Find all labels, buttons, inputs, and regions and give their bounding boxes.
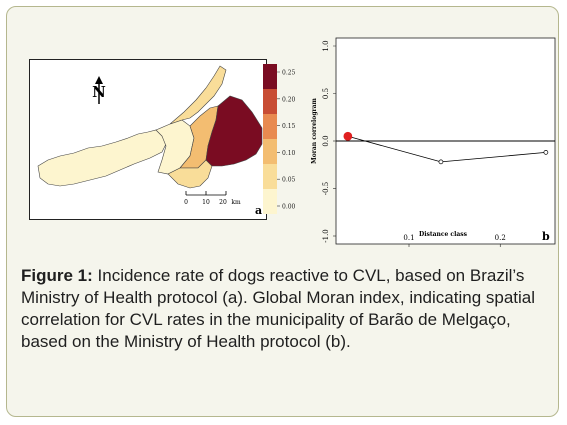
correlogram-panel: Moran correlogram Distance class b 1.0 0.… bbox=[308, 36, 557, 249]
panel-b-letter: b bbox=[542, 230, 550, 243]
x-tick-label: 0.2 bbox=[495, 234, 506, 242]
scale-tick-0: 0 bbox=[184, 199, 188, 206]
scale-unit: km bbox=[231, 199, 241, 206]
map-region-south bbox=[167, 159, 213, 189]
legend-swatch bbox=[263, 114, 277, 139]
scale-tick-20: 20 bbox=[219, 199, 227, 206]
legend-label: 0.25 bbox=[282, 70, 296, 77]
legend-swatch bbox=[263, 189, 277, 214]
legend-svg: 0.25 0.20 0.15 0.10 0.05 0.00 bbox=[263, 64, 296, 214]
data-point bbox=[543, 150, 549, 155]
legend-label: 0.05 bbox=[282, 177, 296, 184]
legend-label: 0.10 bbox=[282, 150, 296, 157]
y-tick-label: -1.0 bbox=[322, 229, 330, 243]
caption-label: Figure 1: bbox=[21, 266, 93, 285]
north-symbol: N bbox=[92, 83, 106, 101]
map-svg: N 0 10 20 km a bbox=[37, 65, 263, 217]
map-legend: 0.25 0.20 0.15 0.10 0.05 0.00 bbox=[263, 62, 303, 217]
map-region-east bbox=[205, 95, 263, 167]
legend-label: 0.20 bbox=[282, 96, 296, 103]
legend-swatch bbox=[263, 164, 277, 189]
map-region-west bbox=[37, 129, 167, 187]
y-axis-label: Moran correlogram bbox=[311, 97, 318, 163]
panel-a-letter: a bbox=[255, 204, 262, 217]
y-tick-label: 1.0 bbox=[322, 40, 330, 51]
x-tick-label: 0.1 bbox=[403, 234, 414, 242]
scale-bar bbox=[185, 191, 227, 196]
y-tick-label: -0.5 bbox=[322, 182, 330, 196]
north-arrow-icon bbox=[95, 76, 103, 104]
legend-swatch bbox=[263, 89, 277, 114]
figure-frame: N 0 10 20 km a 0.25 0.20 0.15 0.10 0.05 0.00 … bbox=[6, 6, 559, 417]
y-tick-label: 0.0 bbox=[322, 135, 330, 146]
legend-label: 0.00 bbox=[282, 204, 296, 211]
correlogram-svg: Moran correlogram Distance class b 1.0 0.… bbox=[311, 37, 556, 247]
scale-tick-10: 10 bbox=[202, 199, 210, 206]
legend-label: 0.15 bbox=[282, 123, 296, 130]
legend-swatch bbox=[263, 64, 277, 89]
caption-text: Incidence rate of dogs reactive to CVL, … bbox=[21, 266, 536, 351]
data-point bbox=[438, 159, 444, 165]
figure-caption: Figure 1: Incidence rate of dogs reactiv… bbox=[21, 265, 551, 353]
map-region-north bbox=[169, 65, 227, 125]
y-tick-label: 0.5 bbox=[322, 88, 330, 99]
x-axis-label: Distance class bbox=[419, 231, 468, 238]
map-panel: N 0 10 20 km a bbox=[29, 59, 267, 220]
legend-swatch bbox=[263, 139, 277, 164]
significant-point bbox=[343, 131, 353, 141]
